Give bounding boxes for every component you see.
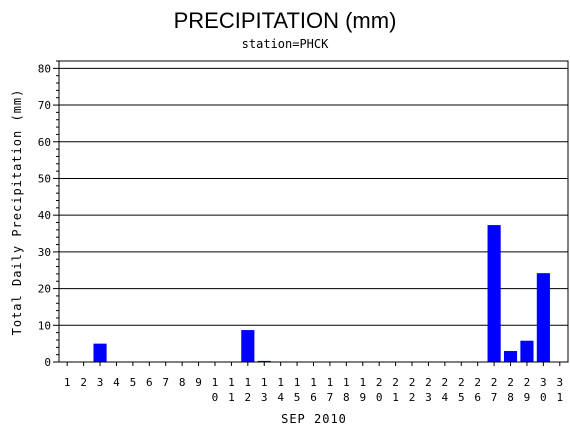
x-tick-label: 3 — [97, 376, 104, 389]
bar — [241, 330, 255, 362]
grid-lines — [59, 67, 568, 326]
y-tick-label: 70 — [38, 99, 51, 112]
x-tick-label: 1 — [64, 376, 71, 389]
x-tick-label: 9 — [195, 376, 202, 389]
bars — [93, 225, 550, 362]
y-tick-label: 20 — [38, 283, 51, 296]
y-tick-label: 80 — [38, 62, 51, 75]
bar — [93, 343, 107, 362]
y-axis-label: Total Daily Precipitation (mm) — [10, 89, 24, 336]
x-axis-label: SEP 2010 — [281, 412, 347, 426]
bar — [487, 225, 501, 362]
y-tick-label: 0 — [44, 356, 51, 369]
bar — [520, 340, 534, 362]
y-axis-ticks: 0 10 20 30 40 50 60 70 80 — [38, 60, 59, 369]
x-axis-ticks: 1 2 3 4 5 6 7 8 9 1 01 11 21 31 41 51 61 71 81 92 02 12 22 32 42… — [64, 362, 563, 404]
bar — [536, 273, 550, 362]
x-tick-label: 2 — [80, 376, 87, 389]
y-tick-label: 10 — [38, 319, 51, 332]
y-tick-label: 50 — [38, 172, 51, 185]
chart-subtitle: station=PHCK — [242, 37, 329, 51]
y-tick-label: 60 — [38, 136, 51, 149]
y-tick-label: 40 — [38, 209, 51, 222]
plot-frame — [58, 60, 569, 363]
x-tick-label: 7 — [162, 376, 169, 389]
x-tick-label: 8 — [179, 376, 186, 389]
x-tick-label: 4 — [113, 376, 120, 389]
bar — [257, 360, 271, 362]
bar — [503, 350, 518, 362]
x-tick-label: 5 — [130, 376, 137, 389]
x-tick-label: 6 — [146, 376, 153, 389]
y-tick-label: 30 — [38, 246, 51, 259]
chart-title: PRECIPITATION (mm) — [174, 8, 397, 33]
